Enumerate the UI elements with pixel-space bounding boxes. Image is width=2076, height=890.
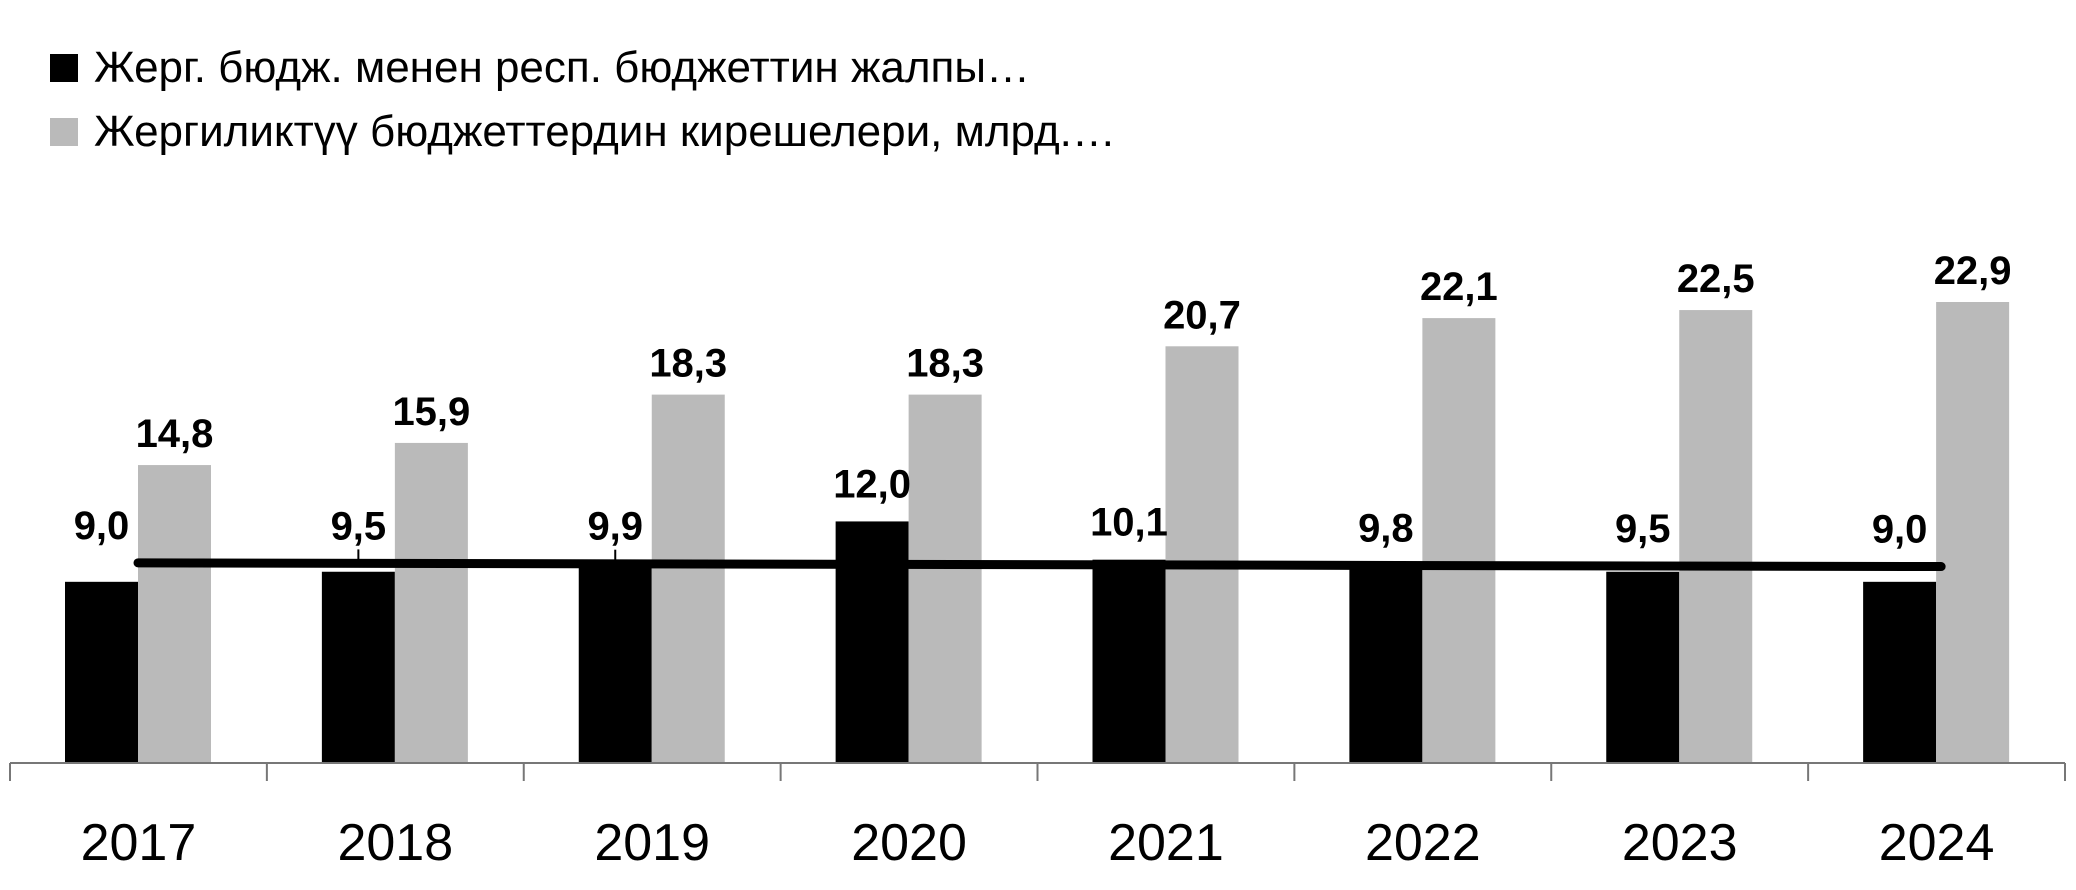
- data-label-series-1-2020: 12,0: [833, 462, 911, 506]
- data-label-series-2-2020: 18,3: [906, 342, 984, 386]
- data-label-series-2-2018: 15,9: [392, 390, 470, 434]
- bar-series-2-2024: [1936, 302, 2010, 763]
- bar-series-2-2019: [651, 394, 725, 763]
- data-label-series-1-2018: 9,5: [331, 504, 387, 548]
- x-tick-label-2017: 2017: [81, 814, 197, 872]
- data-label-series-2-2024: 22,9: [1934, 249, 2012, 293]
- bar-series-1-2022: [1349, 565, 1423, 763]
- data-label-series-2-2022: 22,1: [1420, 265, 1498, 309]
- x-tick-label-2019: 2019: [594, 814, 710, 872]
- data-label-series-2-2021: 20,7: [1163, 293, 1241, 337]
- bar-series-2-2023: [1679, 310, 1753, 763]
- legend-swatch-series-1: [50, 54, 78, 82]
- x-tick-label-2022: 2022: [1365, 814, 1481, 872]
- bar-series-1-2021: [1092, 559, 1166, 763]
- legend-item-series-2[interactable]: Жергиликтүү бюджеттердин кирешелери, млр…: [50, 100, 1116, 164]
- x-tick-label-2023: 2023: [1622, 814, 1738, 872]
- bar-series-2-2017: [138, 465, 211, 763]
- bar-series-2-2020: [908, 394, 982, 763]
- x-tick-label-2021: 2021: [1108, 814, 1224, 872]
- bar-series-1-2018: [321, 571, 395, 763]
- bar-series-2-2018: [394, 442, 468, 763]
- data-label-series-2-2017: 14,8: [136, 412, 214, 456]
- data-label-series-1-2022: 9,8: [1358, 507, 1414, 551]
- data-label-series-2-2023: 22,5: [1677, 257, 1755, 301]
- data-label-series-2-2019: 18,3: [649, 342, 727, 386]
- data-label-series-1-2021: 10,1: [1090, 501, 1168, 545]
- legend-item-series-1[interactable]: Жерг. бюдж. менен респ. бюджеттин жалпы…: [50, 36, 1116, 100]
- legend-swatch-series-2: [50, 118, 78, 146]
- legend-label-series-2: Жергиликтүү бюджеттердин кирешелери, млр…: [94, 107, 1116, 156]
- bar-series-1-2017: [65, 581, 138, 763]
- x-tick-label-2024: 2024: [1879, 814, 1995, 872]
- bar-series-1-2019: [578, 563, 652, 763]
- data-label-series-1-2024: 9,0: [1872, 508, 1928, 552]
- bar-series-2-2021: [1165, 346, 1239, 763]
- x-tick-label-2018: 2018: [337, 814, 453, 872]
- bar-series-1-2024: [1863, 581, 1937, 763]
- data-label-series-1-2019: 9,9: [587, 505, 643, 549]
- trendline: [133, 558, 1946, 572]
- bar-series-1-2020: [835, 521, 909, 763]
- bar-series-1-2023: [1606, 571, 1680, 763]
- data-label-series-1-2017: 9,0: [74, 504, 130, 548]
- x-tick-label-2020: 2020: [851, 814, 967, 872]
- data-label-series-1-2023: 9,5: [1615, 507, 1671, 551]
- legend-label-series-1: Жерг. бюдж. менен респ. бюджеттин жалпы…: [94, 43, 1030, 92]
- legend: Жерг. бюдж. менен респ. бюджеттин жалпы……: [50, 36, 1116, 164]
- bar-series-2-2022: [1422, 318, 1496, 763]
